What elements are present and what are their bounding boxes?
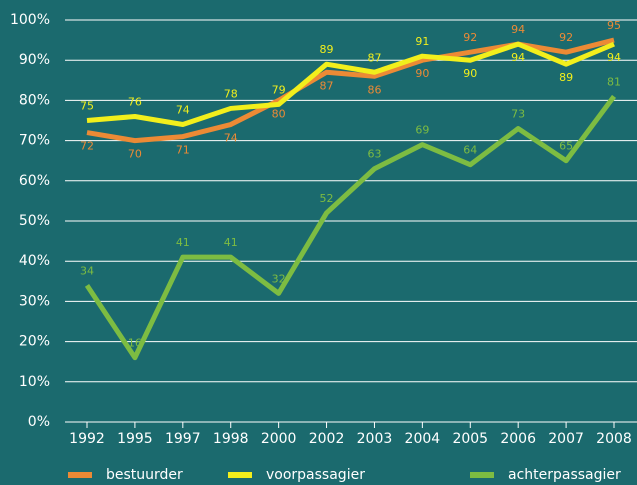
y-tick-label: 70%	[19, 133, 50, 149]
x-tick-label: 1997	[165, 431, 201, 447]
data-label: 90	[415, 67, 429, 80]
y-tick-label: 10%	[19, 374, 50, 390]
x-tick-label: 2008	[596, 431, 632, 447]
data-label: 76	[128, 95, 142, 108]
y-tick-label: 90%	[19, 52, 50, 68]
data-label: 91	[415, 35, 429, 48]
data-label: 41	[224, 236, 238, 249]
data-label: 79	[272, 83, 286, 96]
x-tick-label: 2000	[261, 431, 297, 447]
y-tick-label: 40%	[19, 253, 50, 269]
data-label: 89	[320, 43, 334, 56]
data-label: 70	[128, 148, 142, 161]
data-label: 87	[367, 51, 381, 64]
y-tick-label: 100%	[10, 12, 50, 28]
data-label: 75	[80, 100, 94, 113]
data-label: 72	[80, 140, 94, 153]
data-label: 81	[607, 75, 621, 88]
y-tick-label: 60%	[19, 173, 50, 189]
data-label: 63	[367, 148, 381, 161]
legend-label: bestuurder	[106, 467, 183, 483]
data-label: 95	[607, 19, 621, 32]
data-label: 87	[320, 79, 334, 92]
data-label: 86	[367, 83, 381, 96]
data-label: 41	[176, 236, 190, 249]
y-tick-label: 20%	[19, 334, 50, 350]
legend-swatch	[470, 472, 494, 478]
data-label: 89	[559, 71, 573, 84]
legend-swatch	[68, 472, 92, 478]
y-tick-label: 0%	[28, 414, 50, 430]
data-label: 73	[511, 108, 525, 121]
legend-label: voorpassagier	[266, 467, 365, 483]
data-label: 71	[176, 144, 190, 157]
line-achterpassagier	[84, 94, 617, 361]
line-voorpassagier	[86, 41, 615, 128]
y-tick-label: 30%	[19, 293, 50, 309]
legend-label: achterpassagier	[508, 467, 621, 483]
data-label: 16	[128, 337, 142, 350]
x-tick-label: 2005	[452, 431, 488, 447]
data-label: 80	[272, 107, 286, 120]
data-label: 94	[607, 51, 621, 64]
data-label: 52	[320, 192, 334, 205]
data-label: 74	[224, 132, 238, 145]
x-tick-label: 2003	[357, 431, 393, 447]
data-label: 78	[224, 87, 238, 100]
data-label: 94	[511, 51, 525, 64]
x-tick-label: 2007	[548, 431, 584, 447]
data-label: 65	[559, 140, 573, 153]
x-tick-label: 2006	[500, 431, 536, 447]
y-tick-label: 80%	[19, 92, 50, 108]
data-label: 92	[559, 31, 573, 44]
data-label: 64	[463, 144, 477, 157]
x-tick-label: 1992	[69, 431, 105, 447]
data-label: 34	[80, 264, 94, 277]
data-label: 32	[272, 272, 286, 285]
data-label: 90	[463, 67, 477, 80]
x-tick-label: 1998	[213, 431, 249, 447]
x-tick-label: 2004	[405, 431, 441, 447]
line-bestuurder	[86, 37, 615, 144]
data-label: 92	[463, 31, 477, 44]
data-label: 74	[176, 104, 190, 117]
y-tick-label: 50%	[19, 213, 50, 229]
x-tick-label: 1995	[117, 431, 153, 447]
legend-swatch	[228, 472, 252, 478]
x-tick-label: 2002	[309, 431, 345, 447]
data-label: 69	[415, 124, 429, 137]
data-label: 94	[511, 23, 525, 36]
